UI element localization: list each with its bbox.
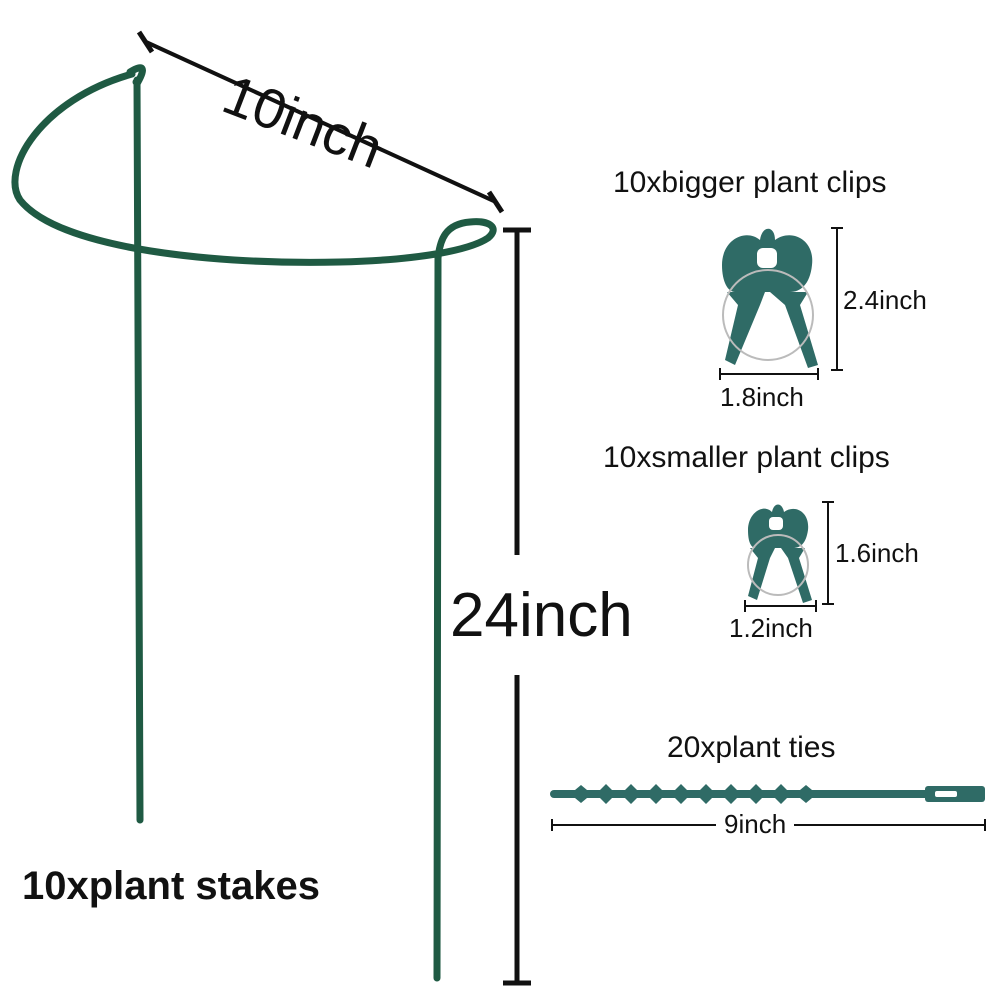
smaller-clip-dimensions [744,501,834,612]
smaller-clip-height-label: 1.6inch [835,538,919,568]
plant-ties-title: 20xplant ties [667,731,836,764]
bigger-clips-title: 10xbigger plant clips [613,166,887,199]
bigger-clip-width-label: 1.8inch [720,382,804,412]
stake-quantity-label: 10xplant stakes [22,864,320,908]
bigger-clip-height-label: 2.4inch [843,285,927,315]
bigger-clip-dimensions [719,227,843,380]
plant-tie-drawing [550,784,985,804]
smaller-clip-drawing [747,504,812,603]
stake-height-label: 24inch [450,581,633,650]
plant-stake-drawing [11,64,497,982]
stake-leg-left [133,76,144,824]
plant-tie-length-label: 9inch [716,811,795,837]
smaller-clip-width-label: 1.2inch [729,613,813,643]
bigger-clip-drawing [722,228,818,368]
stake-leg-right [433,252,442,982]
smaller-clips-title: 10xsmaller plant clips [603,441,890,474]
stake-width-dimension [136,30,505,214]
stake-height-dimension [503,227,531,986]
